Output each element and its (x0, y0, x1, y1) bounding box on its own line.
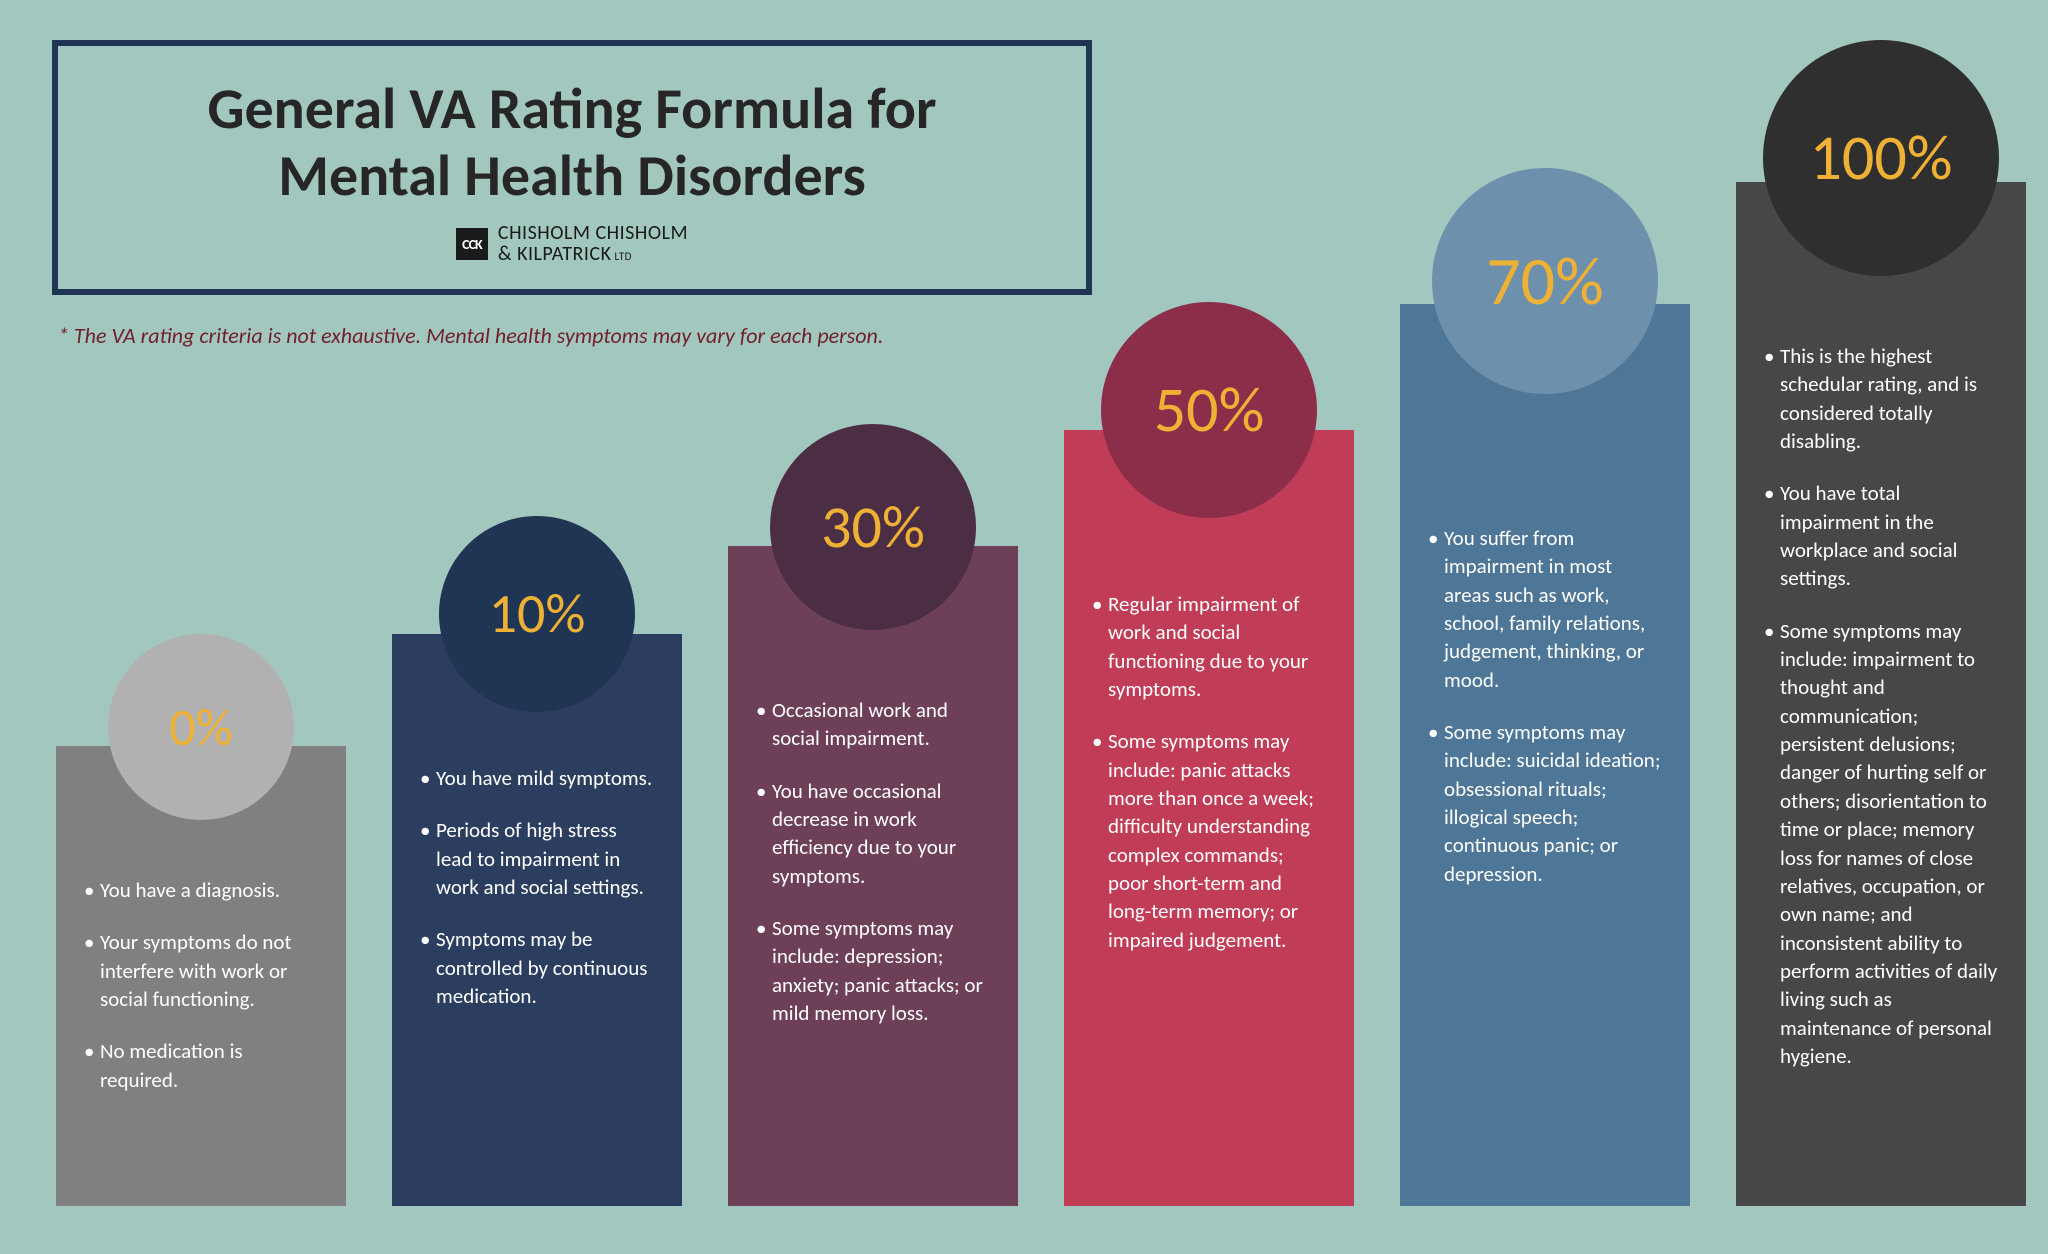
rating-bullet-item: You have a diagnosis. (84, 876, 318, 904)
rating-circle: 0% (108, 634, 294, 820)
rating-bullet-item: You have mild symptoms. (420, 764, 654, 792)
rating-bullet-item: This is the highest schedular rating, an… (1764, 342, 1998, 455)
rating-bullet-list: You have mild symptoms. Periods of high s… (420, 764, 654, 1010)
rating-bullet-list: This is the highest schedular rating, an… (1764, 342, 1998, 1070)
title-line-1: General VA Rating Formula for (208, 73, 937, 144)
rating-bullet-list: You suffer from impairment in most areas… (1428, 524, 1662, 888)
rating-bar-70: 70%You suffer from impairment in most ar… (1400, 304, 1690, 1206)
rating-bullet-item: You have total impairment in the workpla… (1764, 479, 1998, 592)
rating-bar-50: 50%Regular impairment of work and social… (1064, 430, 1354, 1206)
rating-bullet-item: Some symptoms may include: suicidal idea… (1428, 718, 1662, 888)
rating-circle: 50% (1101, 302, 1317, 518)
rating-description-box: You have mild symptoms. Periods of high s… (392, 634, 682, 1206)
rating-bar-100: 100%This is the highest schedular rating… (1736, 182, 2026, 1206)
rating-bullet-item: You have occasional decrease in work eff… (756, 777, 990, 890)
rating-circle: 70% (1432, 168, 1658, 394)
rating-percent-label: 100% (1809, 119, 1952, 197)
rating-percent-label: 30% (821, 491, 925, 564)
rating-description-box: This is the highest schedular rating, an… (1736, 182, 2026, 1206)
rating-percent-label: 10% (489, 580, 586, 648)
rating-circle: 100% (1763, 40, 1999, 276)
rating-percent-label: 50% (1154, 371, 1265, 449)
rating-bullet-item: Some symptoms may include: impairment to… (1764, 617, 1998, 1071)
rating-percent-label: 0% (169, 695, 233, 759)
rating-circle: 30% (770, 424, 976, 630)
rating-bullet-list: Regular impairment of work and social fu… (1092, 590, 1326, 954)
rating-description-box: You suffer from impairment in most areas… (1400, 304, 1690, 1206)
rating-bar-30: 30%Occasional work and social impairment… (728, 546, 1018, 1206)
rating-bullet-item: No medication is required. (84, 1037, 318, 1094)
rating-bar-0: 0%You have a diagnosis.Your symptoms do … (56, 746, 346, 1206)
rating-bullet-item: Some symptoms may include: depression; a… (756, 914, 990, 1027)
rating-description-box: Regular impairment of work and social fu… (1064, 430, 1354, 1206)
rating-description-box: Occasional work and social impairment. Yo… (728, 546, 1018, 1206)
rating-bullet-item: Occasional work and social impairment. (756, 696, 990, 753)
rating-bullet-item: Some symptoms may include: panic attacks… (1092, 727, 1326, 954)
rating-bullet-item: Periods of high stress lead to impairmen… (420, 816, 654, 901)
rating-bullet-list: Occasional work and social impairment. Yo… (756, 696, 990, 1027)
rating-bullet-item: Your symptoms do not interfere with work… (84, 928, 318, 1013)
rating-bullet-item: Symptoms may be controlled by continuous… (420, 925, 654, 1010)
rating-bullet-item: You suffer from impairment in most areas… (1428, 524, 1662, 694)
rating-bullet-list: You have a diagnosis. Your symptoms do no… (84, 876, 318, 1094)
rating-bullet-item: Regular impairment of work and social fu… (1092, 590, 1326, 703)
rating-percent-label: 70% (1486, 240, 1604, 323)
rating-circle: 10% (439, 516, 635, 712)
rating-bar-10: 10%You have mild symptoms.Periods of hig… (392, 634, 682, 1206)
rating-bars-container: 0% You have a diagnosis. Your symptoms do … (56, 182, 2006, 1206)
